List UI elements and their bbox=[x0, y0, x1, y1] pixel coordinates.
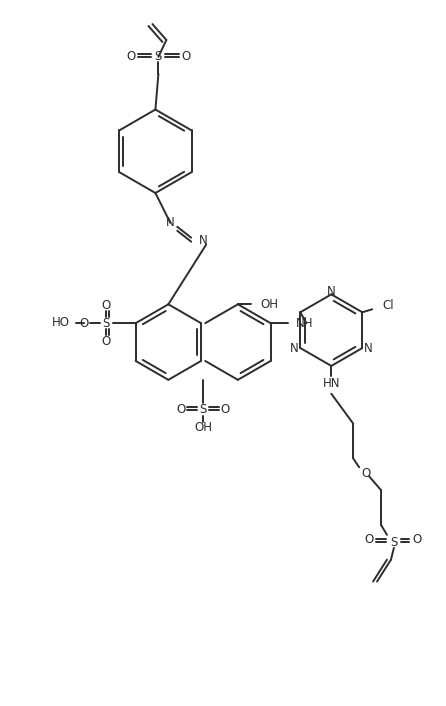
Text: S: S bbox=[155, 50, 162, 64]
Text: N: N bbox=[327, 285, 336, 298]
Text: O: O bbox=[220, 403, 230, 416]
Text: S: S bbox=[199, 403, 207, 416]
Text: NH: NH bbox=[295, 317, 313, 330]
Text: O: O bbox=[412, 533, 421, 546]
Text: O: O bbox=[101, 335, 111, 347]
Text: O: O bbox=[361, 467, 371, 480]
Text: N: N bbox=[290, 342, 299, 354]
Text: HN: HN bbox=[322, 377, 340, 390]
Text: N: N bbox=[364, 342, 373, 354]
Text: O: O bbox=[177, 403, 186, 416]
Text: O: O bbox=[126, 50, 135, 64]
Text: O: O bbox=[101, 299, 111, 312]
Text: S: S bbox=[390, 537, 398, 549]
Text: Cl: Cl bbox=[382, 299, 394, 312]
Text: O: O bbox=[79, 317, 89, 330]
Text: OH: OH bbox=[194, 421, 212, 434]
Text: OH: OH bbox=[261, 298, 279, 311]
Text: O: O bbox=[182, 50, 191, 64]
Text: S: S bbox=[102, 317, 110, 330]
Text: N: N bbox=[199, 234, 207, 247]
Text: N: N bbox=[166, 216, 175, 229]
Text: HO: HO bbox=[52, 316, 70, 329]
Text: O: O bbox=[364, 533, 374, 546]
